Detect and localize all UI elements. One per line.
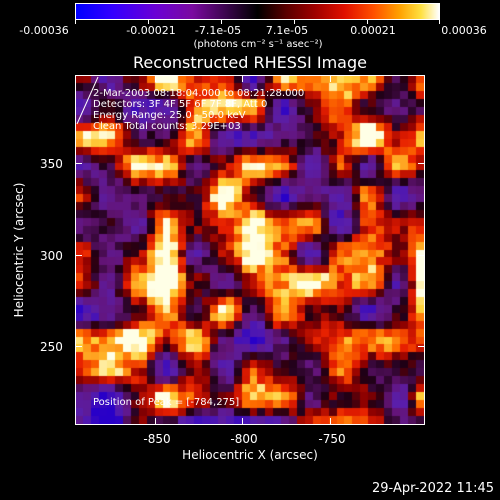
image-plot-area bbox=[75, 75, 425, 425]
colorbar-tick bbox=[439, 19, 440, 24]
colorbar-label: 0.00021 bbox=[350, 24, 396, 37]
rhessi-heatmap bbox=[76, 76, 424, 424]
y-tick-label: 350 bbox=[40, 157, 63, 171]
colorbar-tick bbox=[367, 19, 368, 24]
x-axis-label: Heliocentric X (arcsec) bbox=[182, 448, 318, 462]
plot-title: Reconstructed RHESSI Image bbox=[133, 53, 367, 72]
timestamp: 29-Apr-2022 11:45 bbox=[372, 481, 494, 496]
y-tick bbox=[418, 346, 425, 347]
y-tick bbox=[75, 346, 82, 347]
colorbar-tick bbox=[294, 19, 295, 24]
y-tick-label: 300 bbox=[40, 249, 63, 263]
colorbar-label: -0.00036 bbox=[19, 24, 69, 37]
limb-line bbox=[76, 76, 99, 125]
x-tick bbox=[330, 75, 331, 82]
x-tick bbox=[330, 418, 331, 425]
info-time-range: 2-Mar-2003 08:18:04.000 to 08:21:28.000 bbox=[93, 88, 305, 99]
info-energy-range: Energy Range: 25.0 - 50.0 keV bbox=[93, 110, 246, 121]
colorbar-units: (photons cm⁻² s⁻¹ asec⁻²) bbox=[193, 39, 323, 50]
colorbar-tick bbox=[75, 19, 76, 24]
x-tick bbox=[242, 75, 243, 82]
colorbar-label: 0.00036 bbox=[441, 24, 487, 37]
info-detectors: Detectors: 3F 4F 5F 6F 7F 8F, Att 0 bbox=[93, 99, 268, 110]
x-tick-label: -800 bbox=[230, 432, 258, 446]
y-tick bbox=[418, 255, 425, 256]
x-tick bbox=[155, 75, 156, 82]
info-clean-counts: Clean Total counts: 3.29E+03 bbox=[93, 121, 241, 132]
y-tick bbox=[418, 163, 425, 164]
x-tick bbox=[242, 418, 243, 425]
colorbar-label: 7.1e-05 bbox=[265, 24, 309, 37]
colorbar bbox=[75, 3, 440, 20]
colorbar-label: -0.00021 bbox=[126, 24, 176, 37]
colorbar-tick bbox=[148, 19, 149, 24]
x-tick-label: -750 bbox=[318, 432, 346, 446]
peak-position: Position of Peak = [-784,275] bbox=[93, 397, 240, 408]
y-tick bbox=[75, 163, 82, 164]
x-tick bbox=[155, 418, 156, 425]
y-axis-label: Heliocentric Y (arcsec) bbox=[12, 182, 26, 318]
x-tick-label: -850 bbox=[143, 432, 171, 446]
colorbar-tick bbox=[221, 19, 222, 24]
colorbar-label: -7.1e-05 bbox=[194, 24, 242, 37]
y-tick-label: 250 bbox=[40, 340, 63, 354]
y-tick bbox=[75, 255, 82, 256]
